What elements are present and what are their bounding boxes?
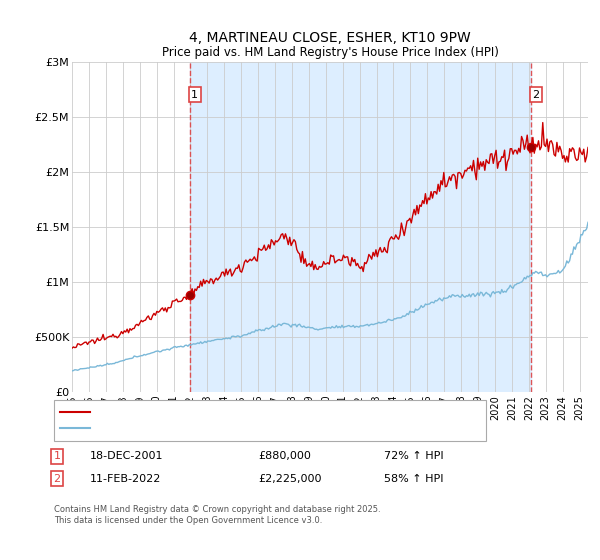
Text: 2: 2 [532,90,539,100]
Text: Contains HM Land Registry data © Crown copyright and database right 2025.
This d: Contains HM Land Registry data © Crown c… [54,505,380,525]
Text: 1: 1 [53,451,61,461]
Text: 2: 2 [53,474,61,484]
Text: HPI: Average price, detached house, Elmbridge: HPI: Average price, detached house, Elmb… [96,423,342,433]
Text: 72% ↑ HPI: 72% ↑ HPI [384,451,443,461]
Bar [190,62,531,392]
Text: 4, MARTINEAU CLOSE, ESHER, KT10 9PW (detached house): 4, MARTINEAU CLOSE, ESHER, KT10 9PW (det… [96,407,401,417]
Text: 1: 1 [191,90,199,100]
Text: 58% ↑ HPI: 58% ↑ HPI [384,474,443,484]
Text: 4, MARTINEAU CLOSE, ESHER, KT10 9PW: 4, MARTINEAU CLOSE, ESHER, KT10 9PW [189,31,471,45]
Text: £2,225,000: £2,225,000 [258,474,322,484]
Text: Price paid vs. HM Land Registry's House Price Index (HPI): Price paid vs. HM Land Registry's House … [161,46,499,59]
Text: 11-FEB-2022: 11-FEB-2022 [90,474,161,484]
Text: £880,000: £880,000 [258,451,311,461]
Text: 18-DEC-2001: 18-DEC-2001 [90,451,163,461]
